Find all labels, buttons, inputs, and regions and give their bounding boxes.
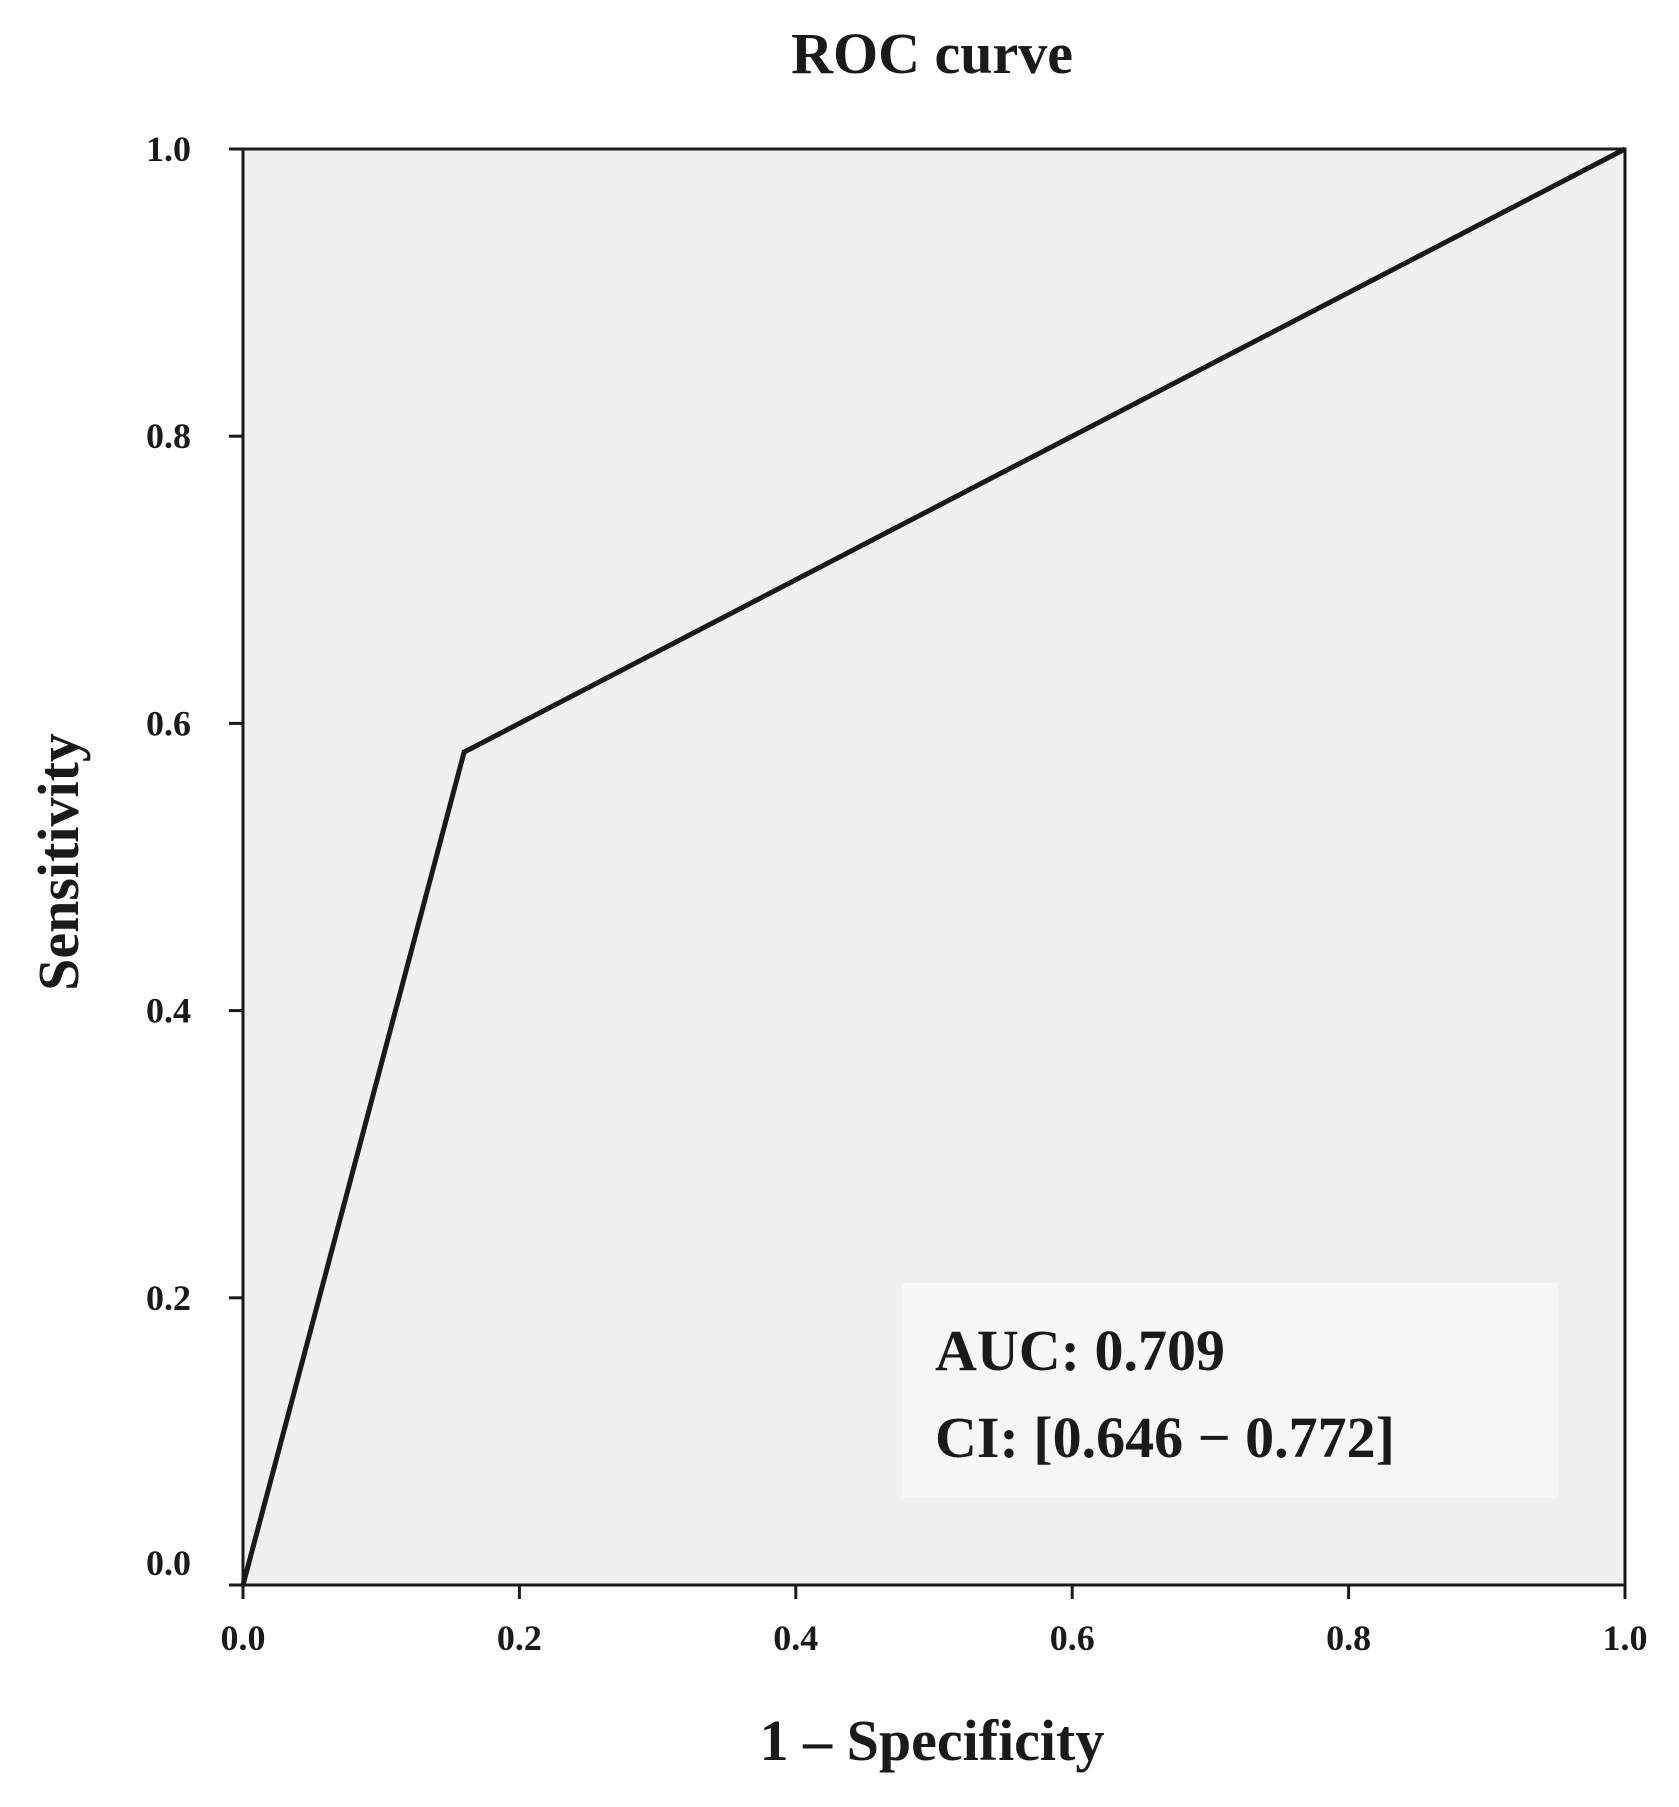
y-axis-title: Sensitivity — [26, 733, 91, 991]
annotation-box — [902, 1283, 1558, 1498]
auc-annotation: AUC: 0.709 — [935, 1318, 1225, 1383]
y-tick-label-0: 0.0 — [146, 1543, 191, 1583]
y-tick-label-2: 0.4 — [146, 991, 191, 1031]
x-tick-label-5: 1.0 — [1603, 1618, 1648, 1658]
x-tick-label-4: 0.8 — [1326, 1618, 1371, 1658]
ci-annotation: CI: [0.646 − 0.772] — [935, 1405, 1395, 1470]
roc-series-line-0 — [240, 146, 1627, 1586]
series-group — [240, 146, 1627, 1586]
y-tick-label-5: 1.0 — [146, 129, 191, 169]
y-tick-label-1: 0.2 — [146, 1278, 191, 1318]
x-axis-title: 1 – Specificity — [760, 1708, 1105, 1773]
axis-ticks: 0.0 0.2 0.4 0.6 0.8 1.0 0.0 0.2 0.4 0.6 0.8 1.0 — [146, 129, 1648, 1658]
x-tick-label-3: 0.6 — [1050, 1618, 1095, 1658]
y-tick-label-4: 0.8 — [146, 416, 191, 456]
y-tick-label-3: 0.6 — [146, 703, 191, 743]
x-tick-label-2: 0.4 — [773, 1618, 818, 1658]
chart-title: ROC curve — [791, 21, 1073, 86]
x-tick-label-0: 0.0 — [221, 1618, 266, 1658]
x-tick-label-1: 0.2 — [497, 1618, 542, 1658]
